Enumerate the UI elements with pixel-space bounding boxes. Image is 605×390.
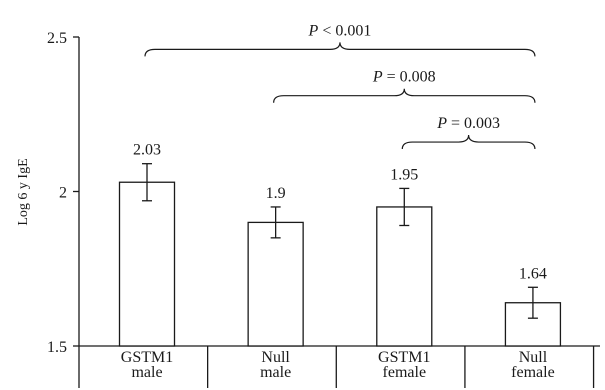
data-label: 1.64 [519, 265, 547, 282]
y-tick-label: 2 [59, 185, 67, 202]
data-label: 2.03 [133, 142, 161, 159]
significance-bracket [401, 135, 536, 150]
x-category-label: Null [519, 349, 548, 366]
significance-bracket [273, 88, 536, 103]
y-tick-label: 2.5 [47, 30, 67, 47]
p-value-label: P = 0.003 [436, 115, 500, 132]
bar [376, 206, 433, 347]
x-category-label: female [383, 364, 427, 381]
x-category-label: male [260, 364, 291, 381]
significance-brackets: P < 0.001 P = 0.008 P = 0.003 [144, 22, 536, 150]
y-axis: 1.5 2 2.5 [47, 30, 80, 388]
bars: 2.03 1.9 1.95 1.64 [118, 142, 562, 347]
bar [247, 221, 304, 347]
x-category-label: GSTM1 [378, 349, 430, 366]
x-category-label: male [131, 364, 162, 381]
x-category-label: female [511, 364, 555, 381]
x-category-label: Null [261, 349, 290, 366]
y-axis-label: Log 6 y IgE [16, 158, 31, 225]
y-tick-label: 1.5 [47, 339, 67, 356]
bar [118, 181, 176, 347]
data-label: 1.9 [266, 185, 286, 202]
data-label: 1.95 [390, 166, 418, 183]
bar [504, 302, 562, 347]
p-value-label: P < 0.001 [308, 22, 372, 39]
x-category-label: GSTM1 [121, 349, 173, 366]
p-value-label: P = 0.008 [372, 69, 436, 86]
significance-bracket [144, 42, 536, 57]
